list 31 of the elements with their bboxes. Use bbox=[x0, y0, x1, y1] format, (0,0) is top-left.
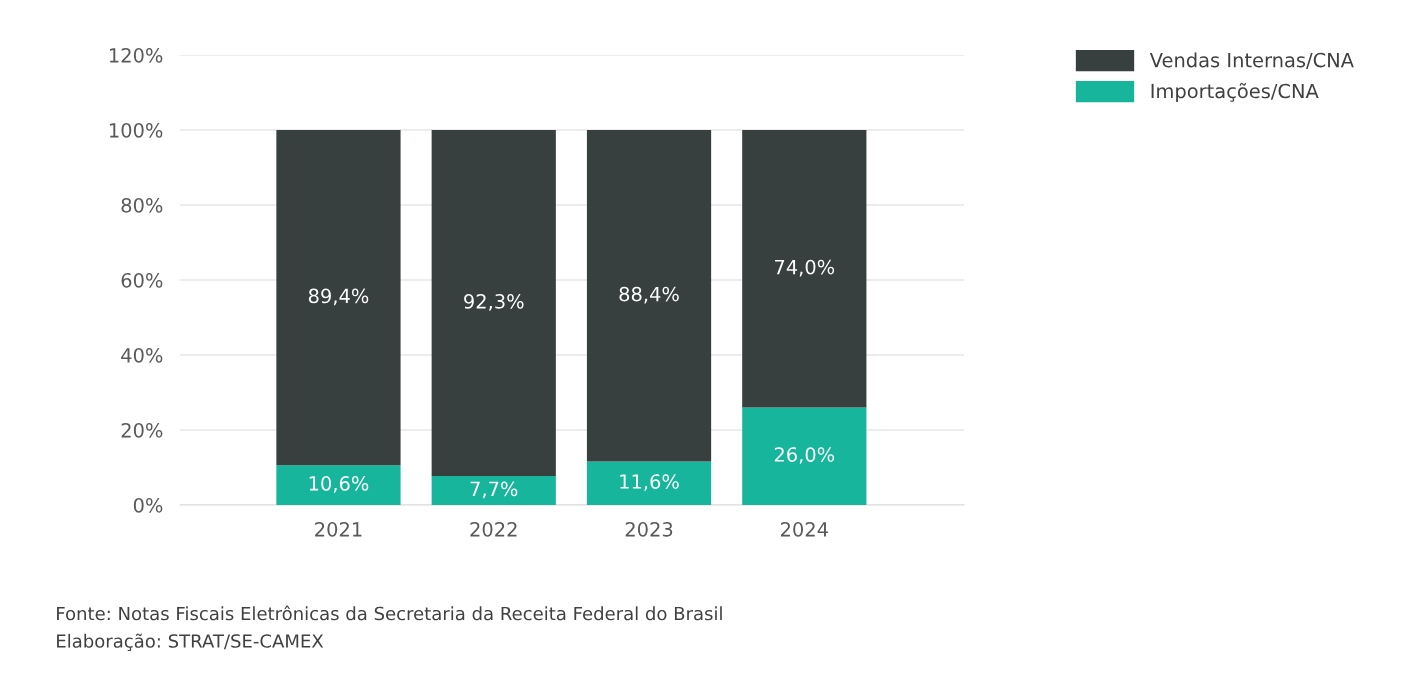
bar bbox=[742, 407, 867, 505]
y-tick-label: 100% bbox=[109, 122, 163, 138]
data-label: 11,6% bbox=[620, 474, 679, 491]
bar bbox=[276, 465, 401, 505]
legend-label: Vendas Internas/CNA bbox=[1149, 52, 1354, 69]
bar bbox=[276, 130, 401, 466]
y-tick-label: 0% bbox=[133, 497, 163, 513]
y-tick-label: 120% bbox=[109, 48, 163, 63]
source-note: Fonte: Notas Fiscais Eletrônicas da Secretaria da Receita Federal do Brasil bbox=[57, 605, 722, 621]
bar bbox=[431, 476, 556, 505]
x-tick-label: 2022 bbox=[470, 522, 517, 537]
data-label: 88,4% bbox=[619, 286, 679, 304]
y-tick-label: 80% bbox=[121, 197, 163, 213]
y-tick-label: 20% bbox=[121, 422, 163, 438]
x-tick-label: 2024 bbox=[780, 522, 828, 537]
bar bbox=[742, 130, 867, 408]
bar bbox=[586, 130, 712, 462]
bar bbox=[431, 130, 556, 477]
y-tick-label: 40% bbox=[121, 347, 163, 363]
data-label: 10,6% bbox=[309, 476, 369, 493]
data-label: 7,7% bbox=[470, 481, 518, 499]
data-label: 89,4% bbox=[308, 288, 369, 306]
legend-label: Importações/CNA bbox=[1151, 82, 1319, 103]
y-tick-label: 60% bbox=[121, 272, 163, 288]
x-tick-label: 2023 bbox=[625, 522, 673, 537]
bar bbox=[586, 461, 712, 505]
x-tick-label: 2021 bbox=[315, 522, 362, 537]
data-label: 26,0% bbox=[774, 447, 835, 464]
text: Elaboração: STRAT/SE-CAMEX bbox=[57, 633, 324, 652]
data-label: 74,0% bbox=[775, 259, 835, 277]
data-label: 92,3% bbox=[464, 294, 524, 311]
